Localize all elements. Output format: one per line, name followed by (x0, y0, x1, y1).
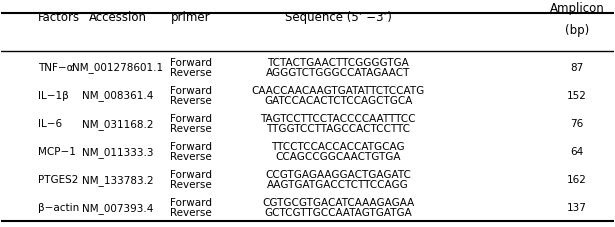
Text: Amplicon: Amplicon (550, 2, 605, 15)
Text: MCP−1: MCP−1 (38, 146, 76, 156)
Text: Forward: Forward (170, 58, 212, 68)
Text: Forward: Forward (170, 114, 212, 123)
Text: Reverse: Reverse (170, 151, 212, 161)
Text: NM_031168.2: NM_031168.2 (82, 118, 154, 129)
Text: TNF−α: TNF−α (38, 63, 74, 73)
Text: (bp): (bp) (565, 24, 589, 37)
Text: β−actin: β−actin (38, 202, 79, 212)
Text: CCGTGAGAAGGACTGAGATC: CCGTGAGAAGGACTGAGATC (265, 169, 411, 179)
Text: IL−6: IL−6 (38, 118, 62, 128)
Text: TTGGTCCTTAGCCACTCCTTC: TTGGTCCTTAGCCACTCCTTC (266, 123, 410, 133)
Text: NM_008361.4: NM_008361.4 (82, 90, 153, 101)
Text: TAGTCCTTCCTACCCCAATTTCC: TAGTCCTTCCTACCCCAATTTCC (260, 114, 416, 123)
Text: GATCCACACTCTCCAGCTGCA: GATCCACACTCTCCAGCTGCA (264, 96, 412, 106)
Text: TTCCTCCACCACCATGCAG: TTCCTCCACCACCATGCAG (271, 141, 405, 151)
Text: AAGTGATGACCTCTTCCAGG: AAGTGATGACCTCTTCCAGG (268, 179, 409, 189)
Text: IL−1β: IL−1β (38, 91, 69, 101)
Text: Forward: Forward (170, 197, 212, 207)
Text: Forward: Forward (170, 169, 212, 179)
Text: Sequence (5’ −3’): Sequence (5’ −3’) (285, 11, 392, 24)
Text: NM_007393.4: NM_007393.4 (82, 202, 153, 213)
Text: Reverse: Reverse (170, 68, 212, 78)
Text: NM_133783.2: NM_133783.2 (82, 174, 154, 185)
Text: 152: 152 (567, 91, 587, 101)
Text: 87: 87 (570, 63, 584, 73)
Text: GCTCGTTGCCAATAGTGATGA: GCTCGTTGCCAATAGTGATGA (264, 207, 412, 217)
Text: CAACCAACAAGTGATATTCTCCATG: CAACCAACAAGTGATATTCTCCATG (252, 86, 425, 96)
Text: primer: primer (172, 11, 211, 24)
Text: NM_001278601.1: NM_001278601.1 (72, 62, 163, 73)
Text: TCTACTGAACTTCGGGGTGA: TCTACTGAACTTCGGGGTGA (268, 58, 409, 68)
Text: Forward: Forward (170, 141, 212, 151)
Text: 162: 162 (567, 174, 587, 184)
Text: Factors: Factors (38, 11, 80, 24)
Text: PTGES2: PTGES2 (38, 174, 79, 184)
Text: Reverse: Reverse (170, 179, 212, 189)
Text: CGTGCGTGACATCAAAGAGAA: CGTGCGTGACATCAAAGAGAA (262, 197, 415, 207)
Text: Reverse: Reverse (170, 96, 212, 106)
Text: Forward: Forward (170, 86, 212, 96)
Text: CCAGCCGGCAACTGTGA: CCAGCCGGCAACTGTGA (276, 151, 401, 161)
Text: 76: 76 (570, 118, 584, 128)
Text: Reverse: Reverse (170, 123, 212, 133)
Text: Accession: Accession (89, 11, 147, 24)
Text: Reverse: Reverse (170, 207, 212, 217)
Text: NM_011333.3: NM_011333.3 (82, 146, 154, 157)
Text: AGGGTCTGGGCCATAGAACT: AGGGTCTGGGCCATAGAACT (266, 68, 410, 78)
Text: 64: 64 (570, 146, 584, 156)
Text: 137: 137 (567, 202, 587, 212)
